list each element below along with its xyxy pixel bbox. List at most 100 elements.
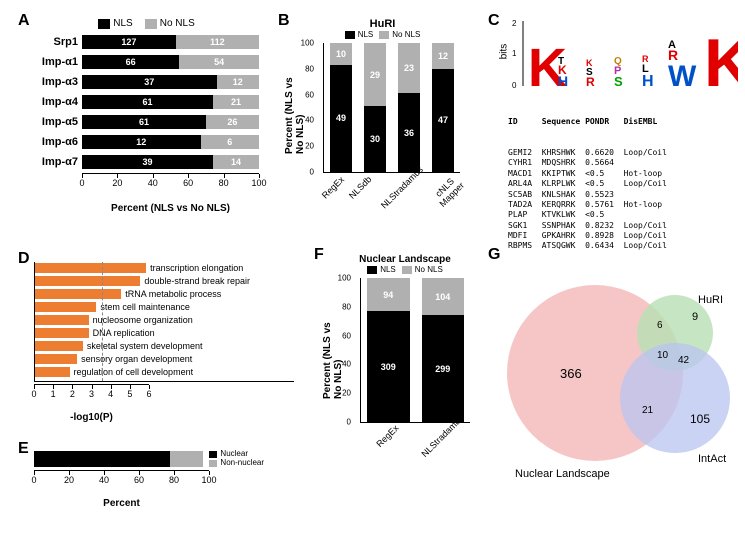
vbar-col: 104 299 (422, 278, 465, 422)
vbar-col: 23 36 (398, 43, 420, 172)
seq-row: GEMI2 KHRSHWK 0.6620 Loop/Coil (508, 148, 743, 158)
panel-c: bits 2 1 0 K H K T R S K S P Q H L R W (508, 16, 743, 273)
nls-seg: 39 (82, 155, 213, 169)
go-row: stem cell maintenance (35, 301, 294, 313)
hbar-row: Imp-α6 12 6 (34, 133, 259, 151)
go-row: DNA replication (35, 327, 294, 339)
sequence-logo: bits 2 1 0 K H K T R S K S P Q H L R W (508, 16, 743, 96)
no-nls-seg: 23 (398, 43, 420, 93)
go-label: tRNA metabolic process (121, 289, 221, 299)
venn-label-intact: IntAct (698, 453, 726, 465)
no-nls-seg: 12 (432, 43, 454, 69)
panel-f-bars: 020406080100 94 309104 299 (360, 278, 470, 423)
nls-seg: 61 (82, 115, 206, 129)
go-bar (35, 276, 140, 286)
go-row: skeletal system development (35, 340, 294, 352)
panel-b-label: B (278, 12, 290, 30)
panel-d-bars: transcription elongation double-strand b… (34, 262, 294, 382)
svg-text:1: 1 (512, 49, 517, 58)
venn-all: 10 (657, 350, 669, 361)
seq-row: CYHR1 MDQSHRK 0.5664 (508, 158, 743, 168)
panel-d: transcription elongation double-strand b… (34, 262, 294, 423)
row-label: Imp-α4 (34, 96, 82, 108)
panel-a-legend: NLS No NLS (34, 18, 259, 29)
seq-row: MDFI GPKAHRK 0.8928 Loop/Coil (508, 231, 743, 241)
panel-b: HuRI NLS No NLS Percent (NLS vs No NLS) … (305, 18, 460, 201)
logo-y-label: bits (498, 44, 509, 60)
row-label: Srp1 (34, 36, 82, 48)
no-nls-seg: 104 (422, 278, 465, 315)
nls-seg: 47 (432, 69, 454, 172)
legend-no-nls: No NLS (160, 18, 195, 29)
go-label: regulation of cell development (70, 367, 194, 377)
panel-b-title: HuRI (305, 18, 460, 30)
venn-label-huri: HuRI (698, 294, 723, 306)
seq-row: ARL4A KLRPLWK <0.5 Loop/Coil (508, 179, 743, 189)
no-nls-seg: 10 (330, 43, 352, 65)
svg-text:H: H (642, 73, 654, 90)
nls-seg: 309 (367, 311, 410, 422)
panel-g-label: G (488, 246, 500, 264)
go-bar (35, 328, 89, 338)
svg-text:K: K (704, 25, 738, 96)
seq-row: SGK1 SSNPHAK 0.8232 Loop/Coil (508, 221, 743, 231)
no-nls-seg: 26 (206, 115, 259, 129)
nuclear-bar (34, 451, 170, 467)
panel-f-label: F (314, 246, 324, 264)
sequence-table: ID Sequence PONDR DisEMBL GEMI2 KHRSHWK … (508, 96, 743, 273)
panel-b-bars: 020406080100 10 4929 3023 3612 47 (323, 43, 460, 173)
no-nls-seg: 12 (217, 75, 259, 89)
hbar-row: Srp1 127 112 (34, 33, 259, 51)
panel-b-legend: NLS No NLS (305, 30, 460, 39)
panel-e-legend: Nuclear Non-nuclear (209, 450, 264, 468)
nls-seg: 37 (82, 75, 217, 89)
panel-a-axis-title: Percent (NLS vs No NLS) (82, 203, 259, 214)
panel-d-axis-title: -log10(P) (34, 412, 149, 423)
venn-nl-intact: 21 (642, 405, 654, 416)
category-label: NLSdb (347, 174, 381, 208)
nls-seg: 12 (82, 135, 201, 149)
panel-e-axis-title: Percent (34, 498, 209, 509)
venn-huri-intact: 42 (678, 355, 690, 366)
row-label: Imp-α1 (34, 56, 82, 68)
svg-text:L: L (642, 63, 649, 75)
panel-a-label: A (18, 12, 30, 30)
go-bar (35, 354, 77, 364)
panel-f: Nuclear Landscape NLS No NLS Percent (NL… (340, 254, 470, 441)
hbar-row: Imp-α5 61 26 (34, 113, 259, 131)
hbar-row: Imp-α7 39 14 (34, 153, 259, 171)
panel-g: 366 9 105 6 21 42 10 Nuclear Landscape H… (500, 258, 740, 498)
no-nls-seg: 112 (176, 35, 259, 49)
no-nls-seg: 6 (201, 135, 259, 149)
nls-seg: 49 (330, 65, 352, 172)
legend-nls: NLS (113, 18, 132, 29)
panel-c-label: C (488, 12, 500, 30)
go-bar (35, 289, 121, 299)
go-label: stem cell maintenance (96, 302, 190, 312)
nls-seg: 66 (82, 55, 179, 69)
go-row: double-strand break repair (35, 275, 294, 287)
panel-a-bars: Srp1 127 112 Imp-α1 66 54 Imp-α3 37 12 I… (34, 33, 259, 171)
figure-root: A NLS No NLS Srp1 127 112 Imp-α1 66 54 I… (10, 10, 735, 544)
go-bar (35, 315, 89, 325)
vbar-col: 29 30 (364, 43, 386, 172)
hbar-row: Imp-α3 37 12 (34, 73, 259, 91)
nls-seg: 127 (82, 35, 176, 49)
panel-a-axis: 020406080100 (82, 173, 259, 189)
nls-seg: 36 (398, 93, 420, 172)
nls-seg: 61 (82, 95, 213, 109)
vbar-col: 10 49 (330, 43, 352, 172)
vbar-col: 12 47 (432, 43, 454, 172)
no-nls-seg: 14 (213, 155, 259, 169)
no-nls-seg: 21 (213, 95, 259, 109)
svg-text:R: R (642, 54, 649, 64)
hbar-row: Imp-α1 66 54 (34, 53, 259, 71)
row-label: Imp-α7 (34, 156, 82, 168)
row-label: Imp-α6 (34, 136, 82, 148)
svg-text:A: A (668, 39, 676, 51)
go-label: double-strand break repair (140, 276, 250, 286)
nls-seg: 299 (422, 315, 465, 422)
no-nls-seg: 94 (367, 278, 410, 311)
seq-row: MACD1 KKIPTWK <0.5 Hot-loop (508, 169, 743, 179)
non-nuclear-bar (170, 451, 204, 467)
